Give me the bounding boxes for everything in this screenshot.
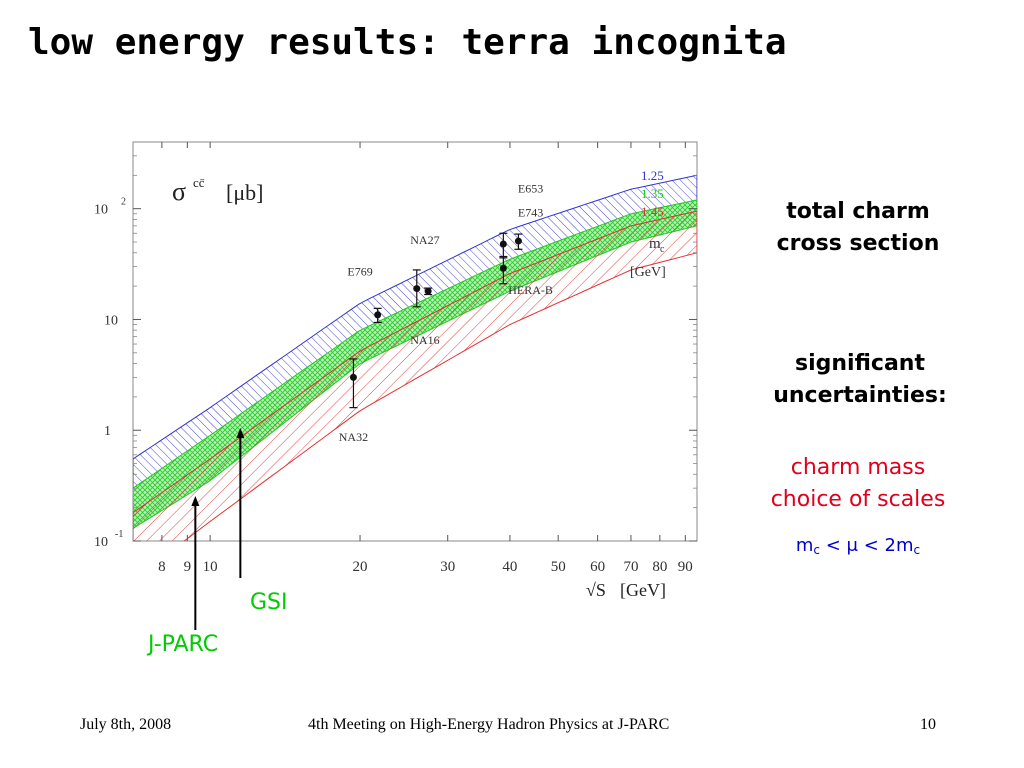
point-label-na16: NA16: [410, 333, 439, 347]
y-axis-label: σ: [172, 177, 186, 206]
data-point: [374, 311, 382, 319]
y-tick-label: 10: [94, 203, 108, 218]
data-point: [514, 237, 522, 245]
x-tick-label: 10: [203, 559, 218, 575]
footer-page-number: 10: [920, 716, 936, 733]
y-tick-label-exponent: 2: [121, 197, 126, 208]
x-tick-label: 40: [502, 559, 517, 575]
legend-unit: [GeV]: [630, 265, 666, 280]
x-tick-label: 20: [353, 559, 368, 575]
point-label-na27: NA27: [410, 233, 439, 247]
gsi-label: GSI: [250, 590, 288, 615]
legend-title: m: [649, 236, 661, 252]
x-tick-label: 60: [590, 559, 605, 575]
point-label-e743: E743: [518, 206, 543, 220]
jparc-arrow-head: [191, 496, 200, 506]
y-tick-label: 10: [104, 313, 118, 328]
legend-entry-1-25: 1.25: [641, 168, 664, 183]
point-label-e653: E653: [518, 182, 543, 196]
x-tick-label: 8: [158, 559, 166, 575]
data-point: [349, 373, 357, 381]
y-tick-label: 1: [104, 424, 111, 439]
x-tick-label: 90: [678, 559, 693, 575]
y-axis-label-unit: [μb]: [226, 180, 263, 205]
point-label-e769: E769: [347, 264, 372, 278]
band-1-45: [133, 210, 697, 541]
data-point: [413, 285, 421, 293]
slide-title: low energy results: terra incognita: [28, 22, 787, 63]
x-tick-label: 9: [184, 559, 192, 575]
data-point: [424, 287, 432, 295]
charm-mass-label: charm mass choice of scales: [770, 455, 946, 512]
legend-entry-1-45: 1.45: [641, 204, 664, 219]
legend-title-subscript: c: [660, 244, 665, 255]
point-label-na32: NA32: [339, 430, 368, 444]
x-tick-label: 80: [652, 559, 667, 575]
scale-range-label: mc < μ < 2mc: [795, 535, 921, 557]
y-tick-label: 10: [94, 535, 108, 550]
significant-uncertainties-label: significant uncertainties:: [773, 351, 947, 408]
footer-meeting: 4th Meeting on High-Energy Hadron Physic…: [308, 716, 670, 733]
x-tick-label: 70: [623, 559, 638, 575]
y-tick-label-exponent: -1: [115, 529, 123, 540]
total-charm-label: total charm cross section: [776, 199, 940, 256]
jparc-label: J-PARC: [148, 632, 219, 657]
x-tick-label: 50: [551, 559, 566, 575]
gsi-arrow-head: [236, 428, 245, 438]
footer-date: July 8th, 2008: [80, 716, 172, 733]
x-tick-label: 30: [440, 559, 455, 575]
legend-entry-1-35: 1.35: [641, 186, 664, 201]
x-axis-label-unit: [GeV]: [620, 580, 666, 600]
y-axis-label-superscript: cc̄: [193, 175, 205, 190]
x-axis-label: √S: [586, 580, 606, 600]
data-point: [499, 240, 507, 248]
data-point: [499, 264, 507, 272]
point-label-herab: HERA-B: [508, 283, 553, 297]
